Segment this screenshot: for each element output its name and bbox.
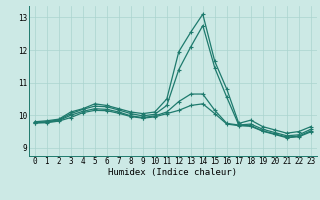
X-axis label: Humidex (Indice chaleur): Humidex (Indice chaleur) xyxy=(108,168,237,177)
